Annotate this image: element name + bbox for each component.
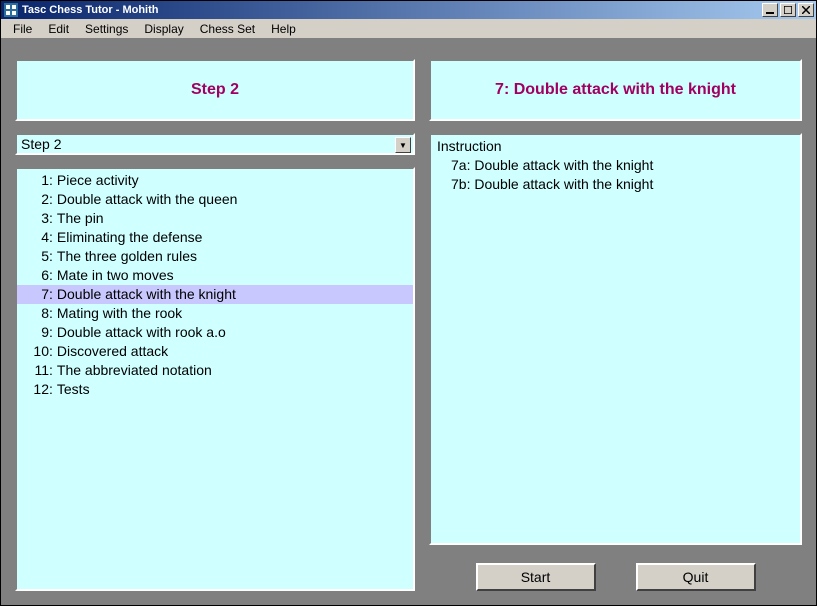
sublesson-item-label: 7b: Double attack with the knight — [451, 175, 653, 194]
sublesson-item-label: 7a: Double attack with the knight — [451, 156, 653, 175]
left-column: Step 2 Step 2 ▼ 1: Piece activity2: Doub… — [15, 59, 415, 591]
lesson-item[interactable]: 12: Tests — [17, 380, 413, 399]
lesson-item[interactable]: 11: The abbreviated notation — [17, 361, 413, 380]
minimize-button[interactable] — [762, 3, 778, 17]
app-window: Tasc Chess Tutor - Mohith FileEditSettin… — [0, 0, 817, 606]
lesson-item-label: Mate in two moves — [57, 266, 174, 285]
window-title: Tasc Chess Tutor - Mohith — [22, 4, 159, 16]
lesson-item-number: 1 — [25, 171, 49, 190]
lesson-item[interactable]: 7: Double attack with the knight — [17, 285, 413, 304]
lesson-item-label: Mating with the rook — [57, 304, 182, 323]
lesson-item-number: 4 — [25, 228, 49, 247]
sublesson-list[interactable]: Instruction7a: Double attack with the kn… — [429, 133, 802, 545]
lesson-item[interactable]: 4: Eliminating the defense — [17, 228, 413, 247]
lesson-item-label: Piece activity — [57, 171, 139, 190]
instruction-heading: Instruction — [431, 137, 800, 156]
lesson-item-label: Tests — [57, 380, 90, 399]
quit-button-label: Quit — [683, 569, 709, 585]
lesson-item-label: The pin — [57, 209, 104, 228]
lesson-item-label: The three golden rules — [57, 247, 197, 266]
lesson-item-number: 2 — [25, 190, 49, 209]
lesson-item[interactable]: 1: Piece activity — [17, 171, 413, 190]
chevron-down-icon[interactable]: ▼ — [395, 137, 411, 153]
menu-display[interactable]: Display — [136, 20, 191, 38]
lesson-item-label: Double attack with the knight — [57, 285, 236, 304]
close-button[interactable] — [798, 3, 814, 17]
lesson-item-number: 9 — [25, 323, 49, 342]
lesson-item-number: 5 — [25, 247, 49, 266]
menu-help[interactable]: Help — [263, 20, 304, 38]
menu-chess-set[interactable]: Chess Set — [192, 20, 263, 38]
right-column: 7: Double attack with the knight Instruc… — [429, 59, 802, 591]
sublesson-item[interactable]: 7b: Double attack with the knight — [431, 175, 800, 194]
lesson-item-label: The abbreviated notation — [57, 361, 212, 380]
dropdown-value: Step 2 — [21, 136, 61, 152]
start-button-label: Start — [521, 569, 551, 585]
menu-edit[interactable]: Edit — [40, 20, 77, 38]
titlebar: Tasc Chess Tutor - Mohith — [1, 1, 816, 19]
lesson-item-number: 6 — [25, 266, 49, 285]
lesson-item-number: 7 — [25, 285, 49, 304]
lesson-list[interactable]: 1: Piece activity2: Double attack with t… — [15, 167, 415, 591]
lesson-item-label: Double attack with the queen — [57, 190, 238, 209]
window-buttons — [762, 3, 814, 17]
lesson-item-label: Discovered attack — [57, 342, 168, 361]
left-header-title: Step 2 — [191, 81, 239, 99]
menu-settings[interactable]: Settings — [77, 20, 136, 38]
maximize-button[interactable] — [780, 3, 796, 17]
right-header-title: 7: Double attack with the knight — [495, 81, 736, 99]
menu-file[interactable]: File — [5, 20, 40, 38]
client-area: Step 2 Step 2 ▼ 1: Piece activity2: Doub… — [1, 39, 816, 605]
menubar: FileEditSettingsDisplayChess SetHelp — [1, 19, 816, 39]
start-button[interactable]: Start — [476, 563, 596, 591]
lesson-item-number: 12 — [25, 380, 49, 399]
lesson-item-label: Eliminating the defense — [57, 228, 203, 247]
lesson-item[interactable]: 10: Discovered attack — [17, 342, 413, 361]
lesson-item-number: 11 — [25, 361, 49, 380]
lesson-item[interactable]: 2: Double attack with the queen — [17, 190, 413, 209]
lesson-item-number: 3 — [25, 209, 49, 228]
lesson-item[interactable]: 5: The three golden rules — [17, 247, 413, 266]
quit-button[interactable]: Quit — [636, 563, 756, 591]
lesson-item-number: 10 — [25, 342, 49, 361]
lesson-item-number: 8 — [25, 304, 49, 323]
left-header-panel: Step 2 — [15, 59, 415, 121]
lesson-item[interactable]: 3: The pin — [17, 209, 413, 228]
lesson-item[interactable]: 6: Mate in two moves — [17, 266, 413, 285]
sublesson-item[interactable]: 7a: Double attack with the knight — [431, 156, 800, 175]
lesson-item[interactable]: 8: Mating with the rook — [17, 304, 413, 323]
right-header-panel: 7: Double attack with the knight — [429, 59, 802, 121]
app-icon — [3, 2, 19, 18]
button-row: Start Quit — [429, 557, 802, 591]
lesson-item[interactable]: 9: Double attack with rook a.o — [17, 323, 413, 342]
lesson-item-label: Double attack with rook a.o — [57, 323, 226, 342]
step-dropdown[interactable]: Step 2 ▼ — [15, 133, 415, 155]
